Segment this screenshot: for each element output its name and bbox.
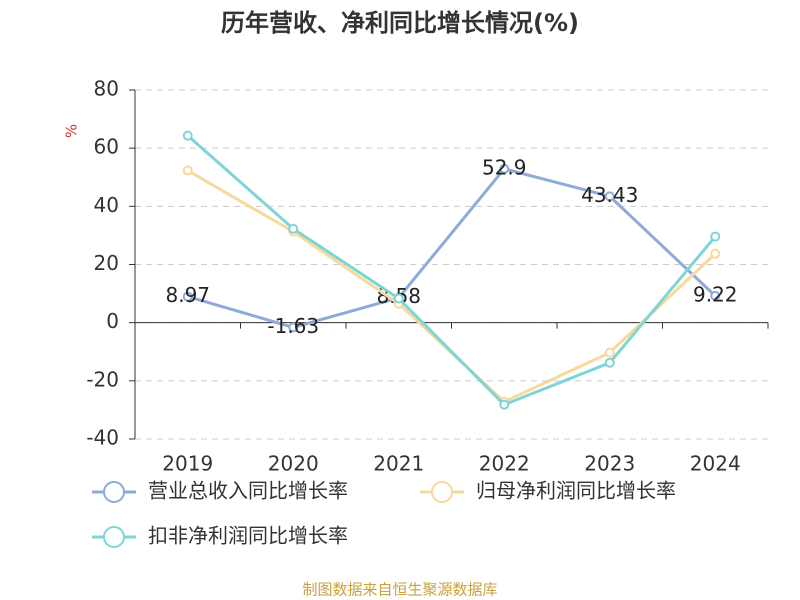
chart-title: 历年营收、净利同比增长情况(%) xyxy=(221,9,579,37)
data-point xyxy=(604,357,615,368)
data-point xyxy=(710,290,721,301)
legend-label: 扣非净利润同比增长率 xyxy=(148,524,348,548)
data-point xyxy=(182,291,193,302)
data-point xyxy=(710,231,721,242)
data-point xyxy=(393,293,404,304)
data-label: 8.97 xyxy=(165,283,210,307)
data-point xyxy=(499,163,510,174)
data-point xyxy=(604,347,615,358)
y-tick-label: 60 xyxy=(94,135,119,159)
data-point xyxy=(604,191,615,202)
source-note: 制图数据来自恒生聚源数据库 xyxy=(302,581,497,599)
y-tick-label: 80 xyxy=(94,77,119,101)
x-tick-label: 2021 xyxy=(373,452,424,476)
y-tick-label: 40 xyxy=(94,193,119,217)
x-tick-label: 2019 xyxy=(162,452,213,476)
data-point xyxy=(288,223,299,234)
data-label: 9.22 xyxy=(693,282,738,306)
legend-marker xyxy=(103,526,125,548)
x-tick-label: 2024 xyxy=(690,452,741,476)
legend-label: 营业总收入同比增长率 xyxy=(148,479,348,503)
data-label: 52.9 xyxy=(482,155,527,179)
data-point xyxy=(710,248,721,259)
y-tick-label: -40 xyxy=(86,426,119,450)
y-tick-label: 0 xyxy=(106,309,119,333)
series-line xyxy=(186,134,717,407)
x-tick-label: 2023 xyxy=(584,452,635,476)
data-point xyxy=(288,322,299,333)
x-tick-label: 2022 xyxy=(479,452,530,476)
series-line xyxy=(187,167,717,329)
legend-marker xyxy=(431,481,453,503)
data-point xyxy=(182,130,193,141)
y-tick-label: 20 xyxy=(94,251,119,275)
y-tick-label: -20 xyxy=(86,367,119,391)
y-axis-label: % xyxy=(63,124,81,138)
data-label: -1.63 xyxy=(267,314,319,338)
data-point xyxy=(499,399,510,410)
data-label: 43.43 xyxy=(581,183,638,207)
x-tick-label: 2020 xyxy=(268,452,319,476)
data-point xyxy=(182,165,193,176)
legend-label: 归母净利润同比增长率 xyxy=(476,479,676,503)
legend-marker xyxy=(103,481,125,503)
